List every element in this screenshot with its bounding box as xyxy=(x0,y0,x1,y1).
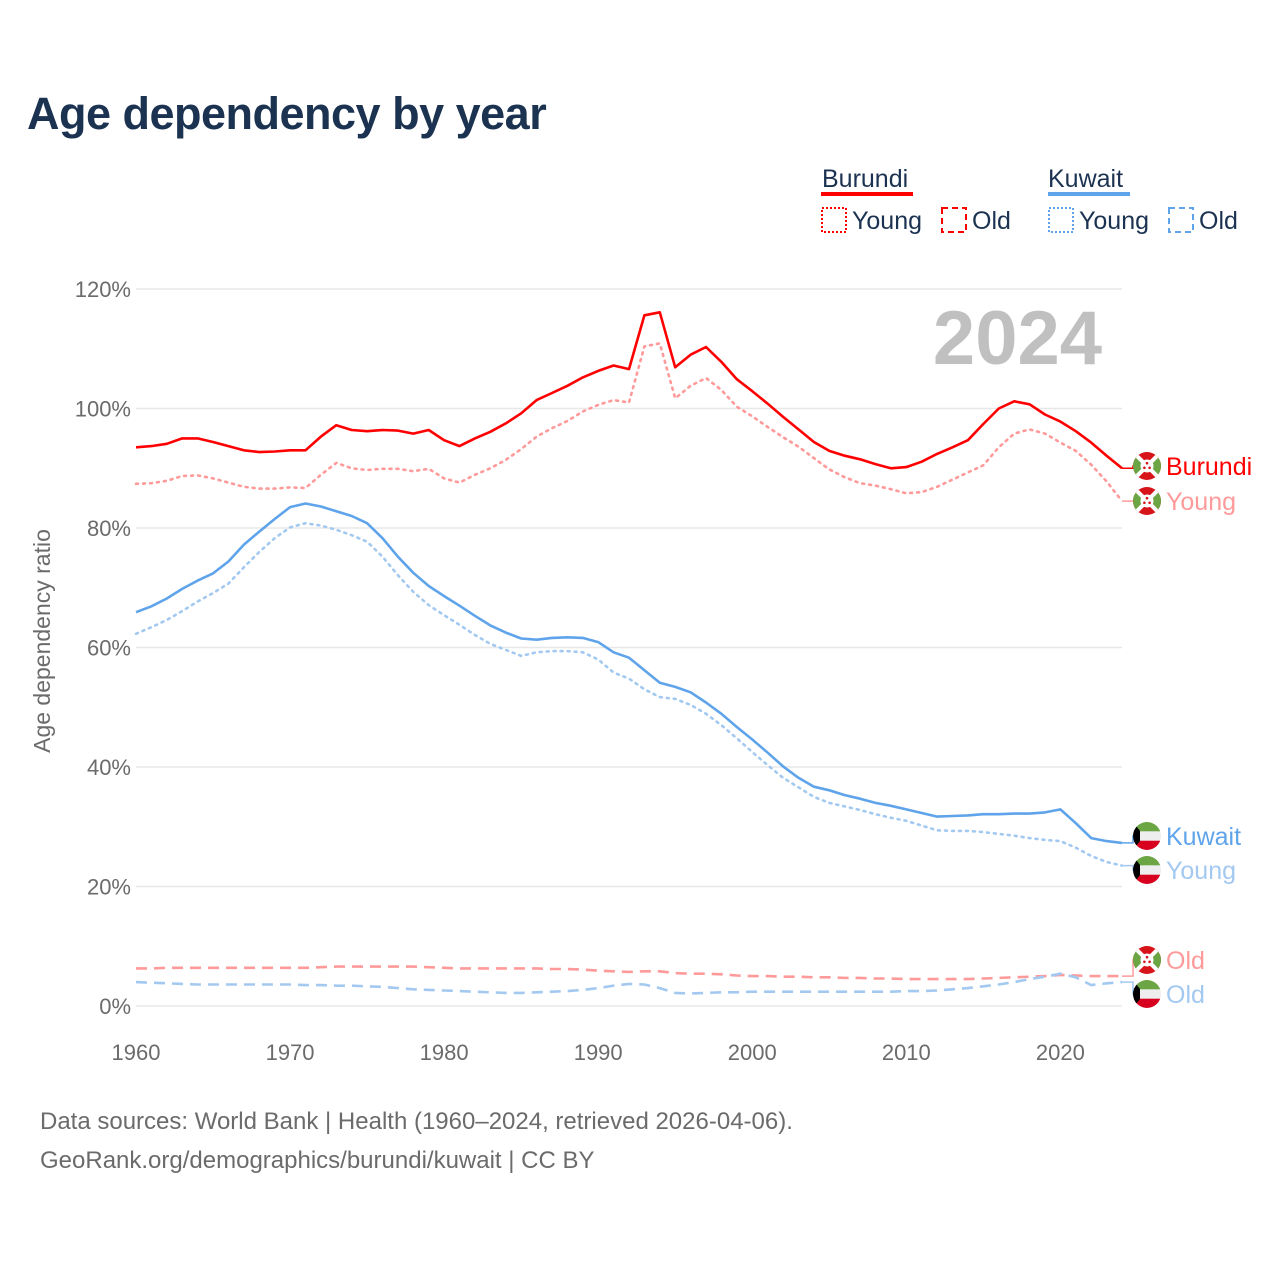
legend-burundi-old: Old xyxy=(972,207,1011,235)
legend-kuwait-label: Kuwait xyxy=(1048,165,1123,193)
series-line-burundi-total[interactable] xyxy=(135,310,1123,470)
burundi-flag-icon xyxy=(1133,946,1161,974)
y-tick-label: 20% xyxy=(87,875,131,900)
series-line-kuwait-total[interactable] xyxy=(135,502,1123,845)
burundi-flag-icon xyxy=(1133,487,1161,515)
end-label-burundi-old: Old xyxy=(1166,947,1205,975)
legend: Burundi Young Old Kuwait Young Old xyxy=(821,165,1238,235)
y-tick-label: 100% xyxy=(75,397,131,422)
legend-kuwait-old: Old xyxy=(1199,207,1238,235)
series-lines xyxy=(134,310,1124,995)
end-label-kuwait-old: Old xyxy=(1166,981,1205,1009)
series-line-kuwait-old[interactable] xyxy=(135,972,1123,995)
x-tick-label: 1990 xyxy=(574,1040,623,1065)
legend-burundi-swatch xyxy=(821,192,913,196)
y-tick-label: 120% xyxy=(75,277,131,302)
gridlines xyxy=(136,288,1122,1007)
legend-kuwait-young: Young xyxy=(1079,207,1149,235)
y-tick-label: 40% xyxy=(87,755,131,780)
burundi-flag-icon xyxy=(1133,452,1161,480)
x-tick-label: 2020 xyxy=(1036,1040,1085,1065)
y-tick-label: 60% xyxy=(87,636,131,661)
series-line-burundi-young[interactable] xyxy=(134,342,1124,503)
legend-burundi-label: Burundi xyxy=(822,165,908,193)
legend-kuwait-young-swatch xyxy=(1048,207,1074,233)
y-axis-label: Age dependency ratio xyxy=(29,529,55,753)
footer-source: Data sources: World Bank | Health (1960–… xyxy=(40,1108,793,1135)
x-axis-ticks: 1960 1970 1980 1990 2000 2010 2020 xyxy=(112,1040,1085,1065)
legend-kuwait[interactable]: Kuwait Young Old xyxy=(1048,165,1238,235)
series-line-kuwait-young[interactable] xyxy=(134,521,1124,867)
legend-burundi-young-swatch xyxy=(821,207,847,233)
end-label-kuwait-young: Young xyxy=(1166,857,1236,885)
y-tick-label: 0% xyxy=(99,994,131,1019)
y-axis-ticks: 0% 20% 40% 60% 80% 100% 120% xyxy=(75,277,131,1019)
legend-kuwait-old-swatch xyxy=(1168,207,1194,233)
end-labels: Burundi Young Old Kuwait Young Old xyxy=(1122,452,1252,1009)
kuwait-flag-icon xyxy=(1133,856,1161,884)
legend-burundi-old-swatch xyxy=(941,207,967,233)
legend-burundi-young: Young xyxy=(852,207,922,235)
year-watermark: 2024 xyxy=(933,296,1102,381)
y-tick-label: 80% xyxy=(87,516,131,541)
series-line-burundi-old[interactable] xyxy=(136,965,1122,981)
legend-kuwait-swatch xyxy=(1048,192,1130,196)
x-tick-label: 1960 xyxy=(112,1040,161,1065)
footer-link[interactable]: GeoRank.org/demographics/burundi/kuwait … xyxy=(40,1147,595,1174)
chart-title: Age dependency by year xyxy=(27,88,547,139)
x-tick-label: 2010 xyxy=(882,1040,931,1065)
end-label-burundi-total: Burundi xyxy=(1166,453,1252,481)
legend-burundi[interactable]: Burundi Young Old xyxy=(821,165,1011,235)
end-label-kuwait-total: Kuwait xyxy=(1166,823,1241,851)
end-label-burundi-young: Young xyxy=(1166,488,1236,516)
x-tick-label: 1970 xyxy=(266,1040,315,1065)
x-tick-label: 2000 xyxy=(728,1040,777,1065)
x-tick-label: 1980 xyxy=(420,1040,469,1065)
kuwait-flag-icon xyxy=(1133,980,1161,1008)
kuwait-flag-icon xyxy=(1133,822,1161,850)
